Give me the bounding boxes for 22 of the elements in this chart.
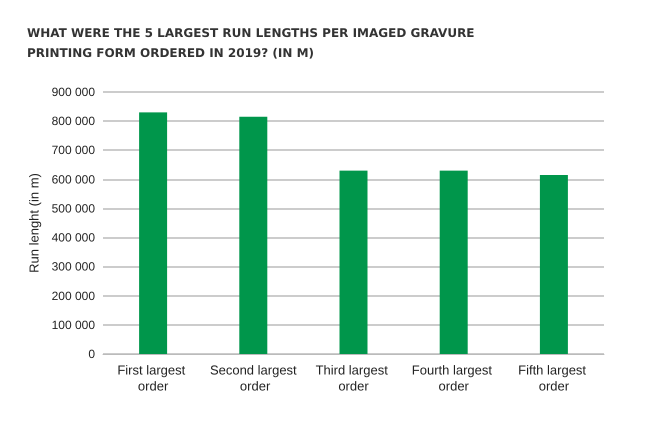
y-tick-label: 900 000 (52, 85, 96, 99)
y-tick-label: 0 (88, 347, 96, 361)
bar (540, 174, 568, 354)
x-tick-label: Third largest order (316, 362, 392, 394)
x-tick-label: Fifth largest order (518, 362, 590, 394)
y-axis-title: Run lenght (in m) (26, 173, 42, 273)
x-tick-label: Second largest order (210, 362, 298, 394)
bar (239, 116, 268, 354)
y-tick-label: 800 000 (52, 114, 96, 128)
y-tick-label: 400 000 (52, 230, 96, 245)
bar (340, 170, 368, 354)
x-tick-label: First largest order (117, 362, 189, 394)
chart-title: WHAT WERE THE 5 LARGEST RUN LENGTHS PER IMAGED GRAVURE PRINTING FORM ORDERED IN 2019? (IN M) (27, 26, 475, 60)
bar (440, 170, 468, 354)
y-tick-label: 700 000 (52, 143, 96, 158)
x-tick-label: Fourth largest order (412, 362, 496, 394)
bar (139, 112, 168, 354)
y-tick-label: 500 000 (52, 201, 96, 216)
y-tick-label: 200 000 (52, 288, 96, 303)
y-tick-label: 600 000 (52, 172, 96, 186)
y-tick-label: 300 000 (52, 260, 96, 274)
y-tick-label: 100 000 (52, 318, 96, 332)
